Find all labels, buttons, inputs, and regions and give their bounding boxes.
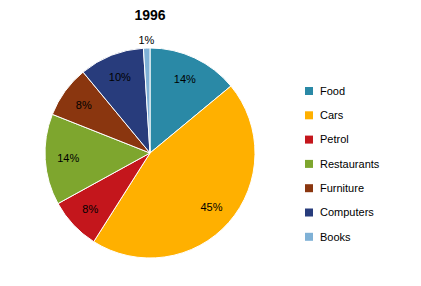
data-label: 8%	[82, 203, 98, 215]
legend-swatch	[305, 233, 313, 241]
legend-label: Furniture	[320, 182, 364, 194]
data-label: 10%	[109, 71, 131, 83]
legend-swatch	[305, 209, 313, 217]
chart-title: 1996	[134, 7, 165, 23]
legend-label: Restaurants	[320, 158, 380, 170]
data-label: 45%	[200, 201, 222, 213]
legend-label: Food	[320, 85, 345, 97]
legend-label: Cars	[320, 109, 344, 121]
legend-label: Petrol	[320, 133, 349, 145]
chart: 1996 14% 45% 8% 14% 8% 10% 1% Food Cars Petrol Rest…	[0, 0, 421, 286]
legend: Food Cars Petrol Restaurants Furniture Comput…	[305, 85, 380, 243]
legend-swatch	[305, 160, 313, 168]
legend-swatch	[305, 111, 313, 119]
pie-slice	[83, 48, 150, 153]
legend-swatch	[305, 136, 313, 144]
data-label: 14%	[57, 152, 79, 164]
data-labels: 14% 45% 8% 14% 8% 10% 1%	[57, 34, 222, 215]
pie-slice	[143, 48, 150, 153]
data-label: 1%	[138, 34, 154, 46]
data-label: 8%	[76, 99, 92, 111]
data-label: 14%	[174, 73, 196, 85]
legend-swatch	[305, 87, 313, 95]
legend-label: Books	[320, 231, 351, 243]
pie	[45, 48, 255, 258]
legend-swatch	[305, 184, 313, 192]
legend-label: Computers	[320, 206, 374, 218]
